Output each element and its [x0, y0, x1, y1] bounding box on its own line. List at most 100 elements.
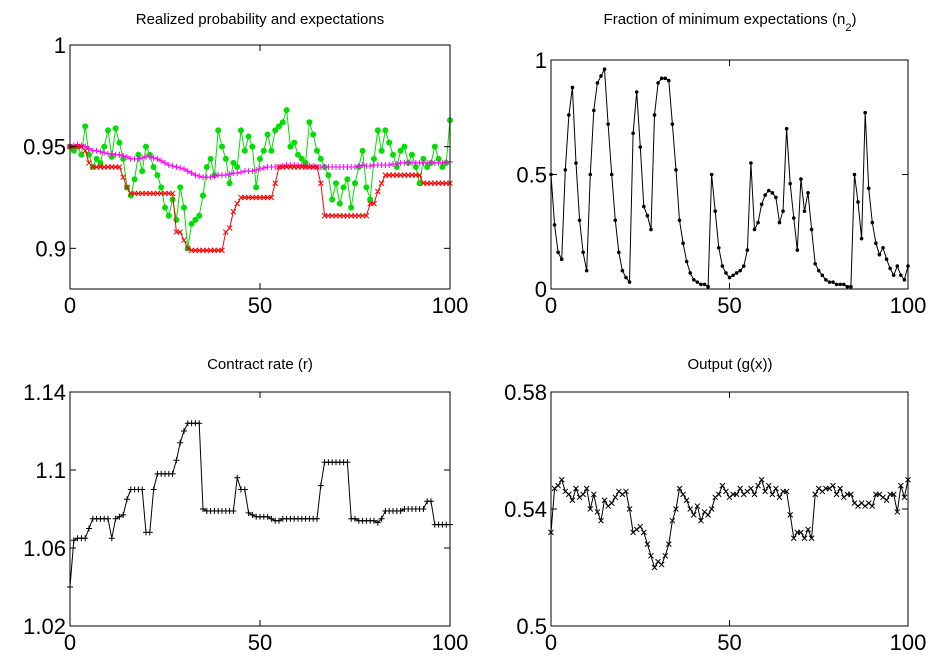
data-point — [756, 220, 760, 225]
data-point — [219, 247, 225, 254]
data-point — [762, 488, 769, 495]
data-point — [755, 482, 761, 489]
data-point — [181, 237, 187, 244]
data-point — [895, 264, 900, 268]
y-tick-label: 0.5 — [516, 163, 547, 188]
plot-area — [67, 420, 453, 590]
data-point — [177, 439, 184, 446]
x-tick-label: 100 — [890, 630, 927, 655]
data-point — [158, 157, 165, 164]
data-point — [238, 127, 244, 134]
data-point — [624, 275, 628, 280]
data-point — [169, 196, 176, 203]
data-point — [272, 180, 279, 187]
data-point — [150, 486, 157, 493]
data-point — [584, 268, 589, 273]
data-point — [192, 172, 199, 179]
x-axis: 0 50 100 — [64, 392, 468, 655]
data-point — [162, 204, 168, 211]
data-point — [674, 168, 678, 172]
data-point — [590, 491, 597, 498]
data-point — [827, 280, 832, 284]
data-point — [651, 564, 658, 571]
data-point — [801, 535, 808, 542]
data-point — [765, 482, 772, 489]
data-point — [902, 278, 907, 282]
data-point — [169, 470, 176, 477]
panel-realized-probability: Realized probability and expectations 0.… — [23, 11, 468, 318]
data-point — [234, 200, 241, 207]
data-point — [638, 145, 643, 149]
data-point — [276, 123, 282, 130]
data-point — [834, 282, 839, 287]
data-point — [816, 268, 821, 273]
x-tick-label: 0 — [545, 630, 557, 655]
data-point — [439, 159, 446, 166]
data-point — [359, 161, 366, 168]
data-point — [788, 181, 792, 186]
data-point — [706, 284, 710, 289]
y-tick-label: 1 — [54, 33, 66, 58]
data-point — [253, 184, 260, 191]
data-point — [317, 155, 324, 162]
data-point — [268, 147, 275, 154]
data-point — [569, 497, 576, 504]
data-point — [352, 515, 358, 522]
data-point — [215, 127, 222, 134]
y-tick-label: 0.58 — [504, 380, 547, 405]
data-point — [253, 167, 260, 174]
x-axis: 0 50 100 — [64, 45, 468, 318]
data-point — [849, 284, 853, 289]
data-point — [420, 506, 427, 512]
data-point — [573, 485, 579, 492]
plot-area — [548, 476, 911, 571]
data-point — [177, 184, 184, 191]
data-point — [124, 496, 130, 503]
data-point — [93, 155, 100, 162]
data-point — [70, 537, 77, 544]
data-point — [623, 488, 629, 495]
data-point — [78, 142, 85, 149]
y-tick-label: 0.9 — [35, 236, 66, 261]
data-point — [108, 150, 115, 157]
data-point — [344, 459, 351, 466]
data-point — [812, 491, 819, 498]
x-tick-label: 50 — [248, 293, 272, 318]
data-point — [877, 252, 882, 257]
data-point — [613, 218, 618, 223]
data-point — [555, 482, 561, 489]
data-point — [848, 491, 854, 498]
data-point — [556, 250, 560, 255]
data-point — [898, 482, 904, 489]
data-point — [602, 67, 607, 71]
data-point — [617, 250, 621, 255]
data-point — [196, 420, 203, 427]
data-point — [310, 131, 317, 138]
data-point — [884, 257, 889, 262]
data-point — [781, 209, 785, 213]
data-point — [424, 164, 431, 170]
data-point — [310, 162, 317, 169]
data-point — [268, 515, 275, 522]
data-point — [207, 155, 214, 162]
data-point — [820, 273, 825, 278]
data-point — [241, 486, 248, 493]
chart-title: Contract rate (r) — [207, 356, 313, 373]
data-point — [120, 155, 127, 162]
data-point — [652, 113, 657, 117]
data-point — [688, 271, 693, 275]
data-point — [570, 85, 575, 90]
plot-area — [549, 67, 910, 289]
series-line-0 — [550, 67, 909, 288]
data-point — [374, 188, 381, 195]
data-point — [93, 147, 100, 154]
data-point — [583, 485, 590, 492]
data-point — [670, 122, 675, 126]
y-tick-label: 0.95 — [23, 135, 66, 160]
data-point — [773, 485, 779, 492]
data-point — [116, 164, 123, 170]
data-point — [257, 166, 263, 173]
data-point — [698, 517, 704, 524]
y-axis: 00.51 — [516, 48, 908, 302]
data-point — [640, 529, 647, 536]
